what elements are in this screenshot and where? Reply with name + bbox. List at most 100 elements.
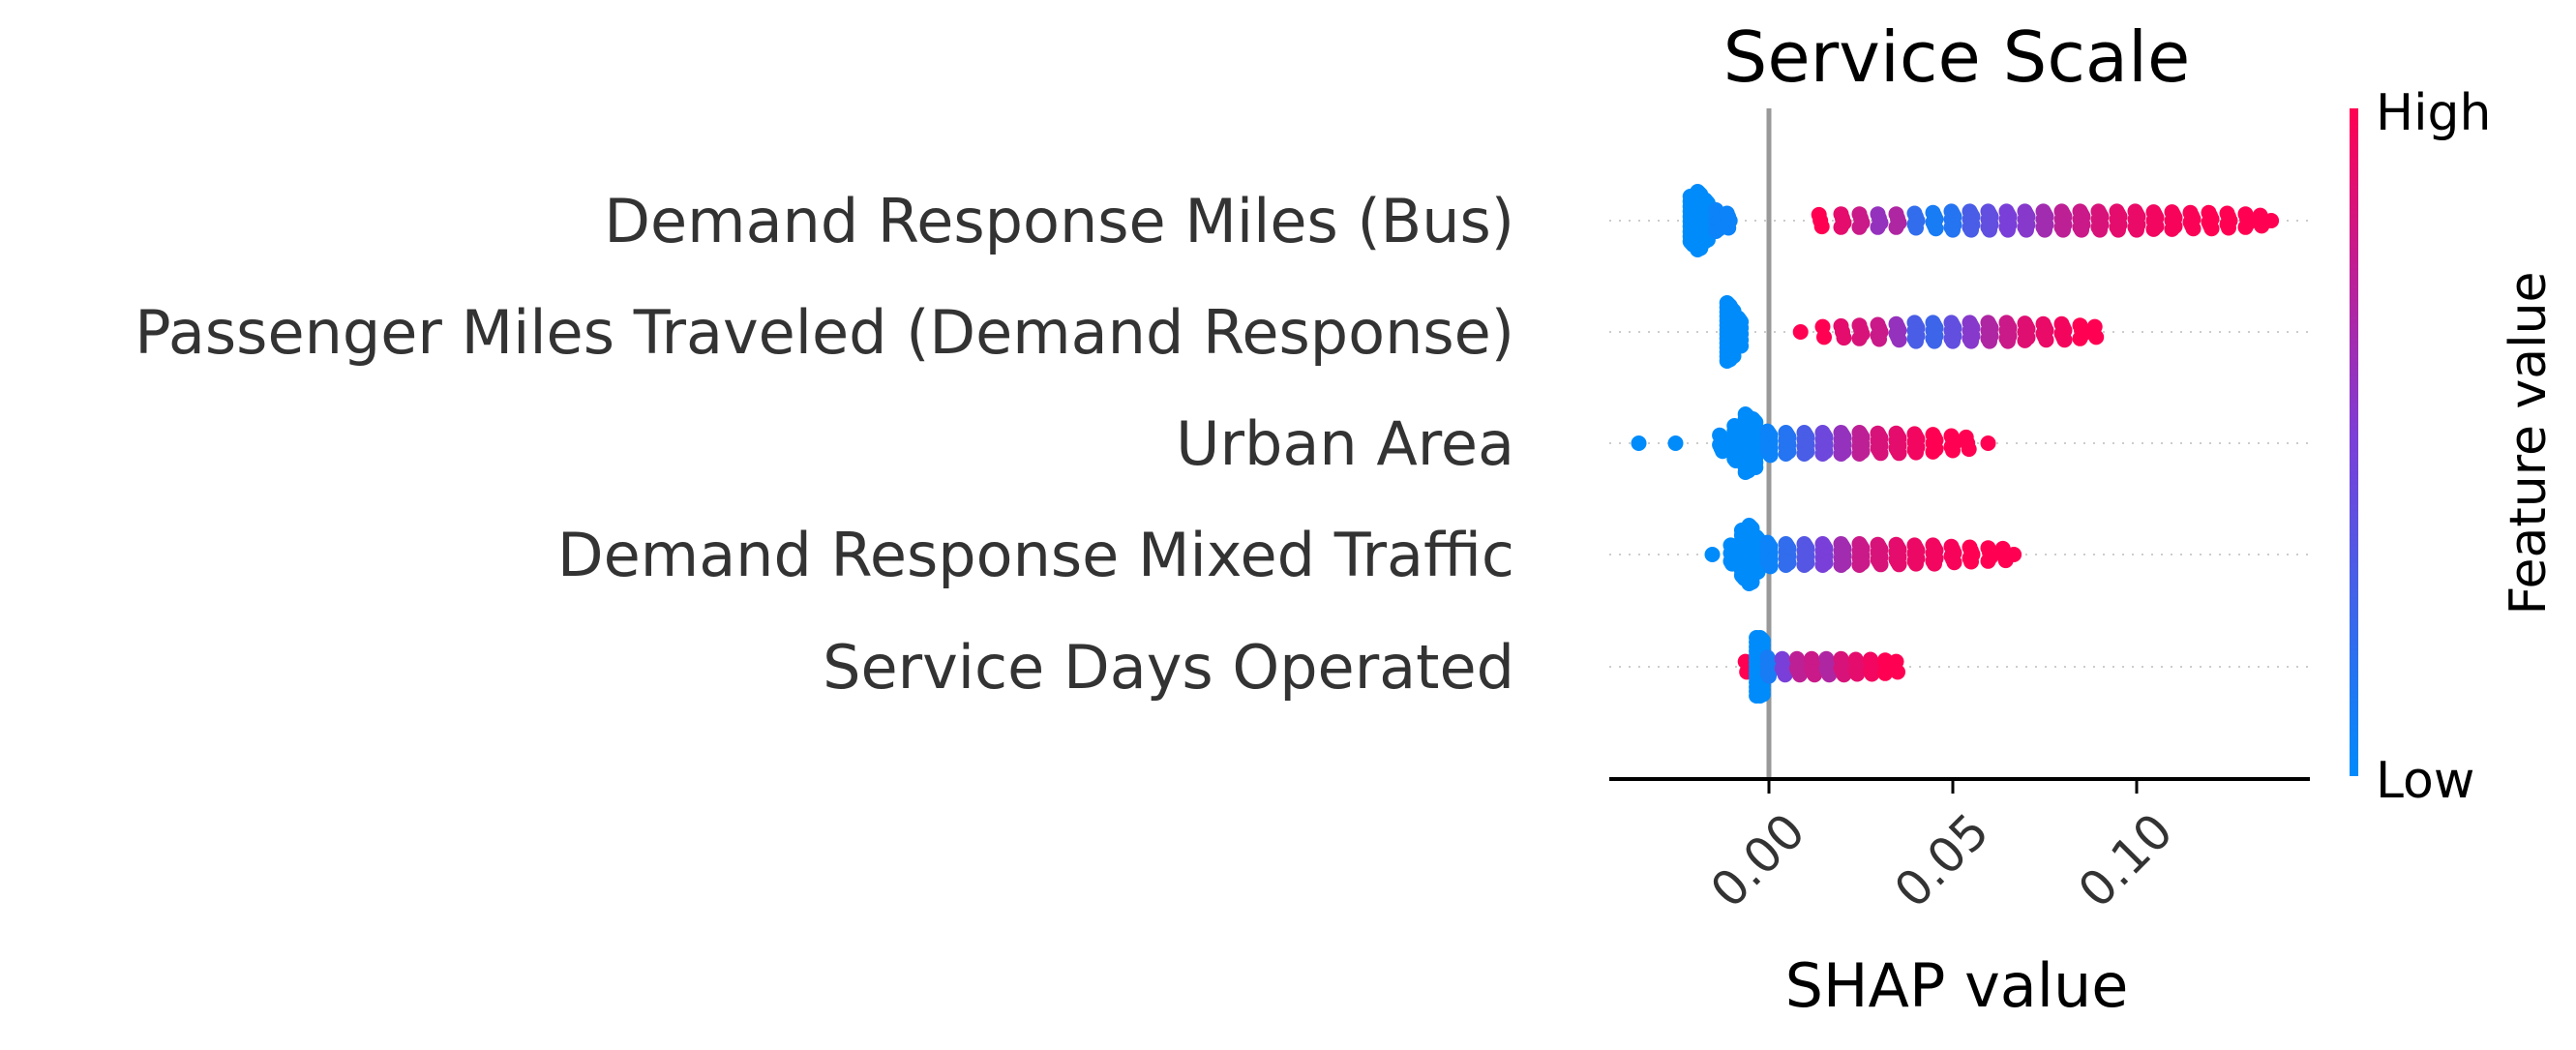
data-point xyxy=(1813,219,1830,235)
data-point xyxy=(1748,460,1764,475)
data-point xyxy=(1963,333,1979,349)
data-point xyxy=(2185,221,2202,237)
data-point xyxy=(1925,443,1941,460)
data-point xyxy=(1927,333,1942,349)
data-point xyxy=(1980,435,1996,451)
feature-label: Service Days Operated xyxy=(823,632,1514,703)
data-point xyxy=(2129,222,2144,238)
data-point xyxy=(1778,557,1794,573)
feature-label: Demand Response Mixed Traffic xyxy=(557,520,1514,590)
data-point xyxy=(2000,333,2016,349)
data-point xyxy=(1836,330,1852,346)
x-tick-label: 0.05 xyxy=(1884,802,2000,918)
data-point xyxy=(2056,332,2073,348)
data-point xyxy=(1814,446,1831,462)
data-point xyxy=(1890,664,1905,680)
data-point xyxy=(1733,338,1750,354)
data-point xyxy=(1908,444,1924,461)
data-point xyxy=(2088,329,2105,345)
data-point xyxy=(1864,666,1880,682)
data-point xyxy=(1927,555,1942,572)
data-point xyxy=(1796,446,1812,462)
colorbar xyxy=(2350,108,2358,776)
data-point xyxy=(1777,667,1793,683)
data-point xyxy=(1752,688,1768,704)
data-point xyxy=(1872,331,1887,347)
data-point xyxy=(1946,555,1962,571)
data-point xyxy=(1891,332,1907,348)
data-point xyxy=(2237,219,2254,235)
data-point xyxy=(2019,222,2034,238)
data-point xyxy=(1945,222,1961,238)
data-point xyxy=(1814,557,1831,573)
data-point xyxy=(1792,324,1809,340)
data-point xyxy=(1836,667,1852,683)
data-point xyxy=(2221,220,2236,236)
colorbar-high-label: High xyxy=(2376,84,2492,142)
feature-label: Demand Response Miles (Bus) xyxy=(604,186,1514,256)
data-point xyxy=(1821,667,1838,683)
data-point xyxy=(1762,558,1779,575)
data-point xyxy=(2006,547,2022,562)
data-point xyxy=(1851,219,1868,235)
data-point xyxy=(1807,667,1823,683)
data-point xyxy=(2038,332,2054,348)
data-point xyxy=(1982,333,1997,349)
data-point xyxy=(2055,222,2071,238)
data-point xyxy=(1778,446,1794,462)
data-point xyxy=(1963,554,1979,570)
data-point xyxy=(1816,329,1832,345)
data-point xyxy=(1945,333,1961,349)
data-point xyxy=(1891,556,1907,573)
data-point xyxy=(1888,219,1904,235)
data-point xyxy=(1750,564,1766,580)
data-point xyxy=(1908,555,1924,572)
data-point xyxy=(1877,665,1894,681)
data-point xyxy=(2037,222,2052,238)
data-point xyxy=(2092,222,2108,238)
data-point xyxy=(1980,553,1996,569)
data-point xyxy=(1721,220,1737,236)
data-point xyxy=(1945,442,1961,459)
data-point xyxy=(1982,222,1997,238)
data-point xyxy=(1908,333,1924,349)
data-point xyxy=(1849,666,1866,682)
data-point xyxy=(1833,446,1849,462)
x-axis-title: SHAP value xyxy=(1785,950,2129,1021)
data-point xyxy=(2263,213,2280,228)
data-point xyxy=(1961,441,1977,458)
data-point xyxy=(1928,221,1944,237)
data-point xyxy=(1667,435,1684,451)
data-point xyxy=(2017,332,2033,348)
data-point xyxy=(1908,220,1924,236)
data-point xyxy=(2072,330,2088,346)
feature-label: Urban Area xyxy=(1176,408,1514,479)
data-point xyxy=(1791,667,1808,683)
colorbar-title: Feature value xyxy=(2500,271,2558,615)
chart-title: Service Scale xyxy=(1723,16,2191,98)
data-point xyxy=(1762,447,1779,464)
data-point xyxy=(1761,668,1777,684)
data-point xyxy=(1870,219,1886,235)
data-point xyxy=(1851,557,1868,573)
data-point xyxy=(2074,222,2089,238)
data-point xyxy=(2203,221,2220,237)
data-point xyxy=(1891,445,1907,462)
data-point xyxy=(1872,556,1889,573)
data-point xyxy=(1833,557,1849,573)
data-point xyxy=(1696,233,1713,250)
x-tick-label: 0.00 xyxy=(1700,802,1816,918)
feature-label: Passenger Miles Traveled (Demand Respons… xyxy=(135,297,1514,368)
x-ticks: 0.00 0.05 0.10 xyxy=(1700,779,2183,918)
data-point xyxy=(1708,224,1724,239)
data-point xyxy=(1851,330,1868,346)
data-point xyxy=(1631,435,1647,451)
colorbar-low-label: Low xyxy=(2376,752,2474,810)
data-point xyxy=(1704,547,1721,562)
data-point xyxy=(1833,219,1849,235)
data-points xyxy=(1631,184,2280,704)
data-point xyxy=(1872,445,1889,462)
data-point xyxy=(1851,446,1868,462)
data-point xyxy=(2111,222,2126,238)
